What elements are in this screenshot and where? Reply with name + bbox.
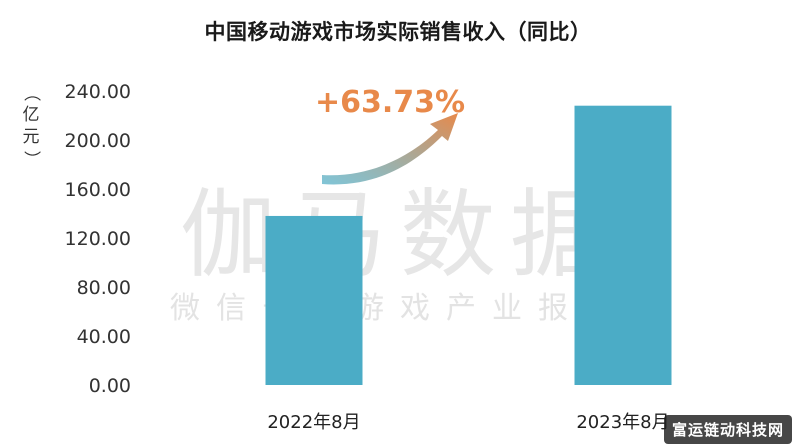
watermark-main: 伽马数据 [180, 179, 620, 291]
x-axis-labels: 2022年8月 2023年8月 [267, 412, 669, 433]
source-watermark-badge: 富运链动科技网 [663, 415, 792, 444]
chart-title: 中国移动游戏市场实际销售收入（同比） [204, 20, 592, 44]
x-tick-label: 2023年8月 [576, 412, 669, 433]
growth-percentage-label: +63.73% [315, 85, 465, 120]
y-axis-unit-label: （亿元） [21, 84, 41, 168]
bars [265, 105, 672, 385]
y-axis-ticks: 0.00 40.00 80.00 120.00 160.00 200.00 240.00 [65, 81, 131, 397]
y-tick-label: 40.00 [77, 326, 131, 348]
watermark-sub: 微信号：游戏产业报告 [170, 291, 630, 326]
growth-arrow [322, 113, 458, 185]
y-tick-label: 80.00 [77, 277, 131, 299]
y-tick-label: 160.00 [65, 179, 131, 201]
y-tick-label: 200.00 [65, 130, 131, 152]
y-tick-label: 240.00 [65, 81, 131, 103]
x-tick-label: 2022年8月 [267, 412, 360, 433]
growth-annotation: +63.73% [315, 85, 465, 185]
bar [265, 215, 363, 385]
bar [574, 105, 672, 385]
y-tick-label: 120.00 [65, 228, 131, 250]
y-tick-label: 0.00 [89, 375, 131, 397]
